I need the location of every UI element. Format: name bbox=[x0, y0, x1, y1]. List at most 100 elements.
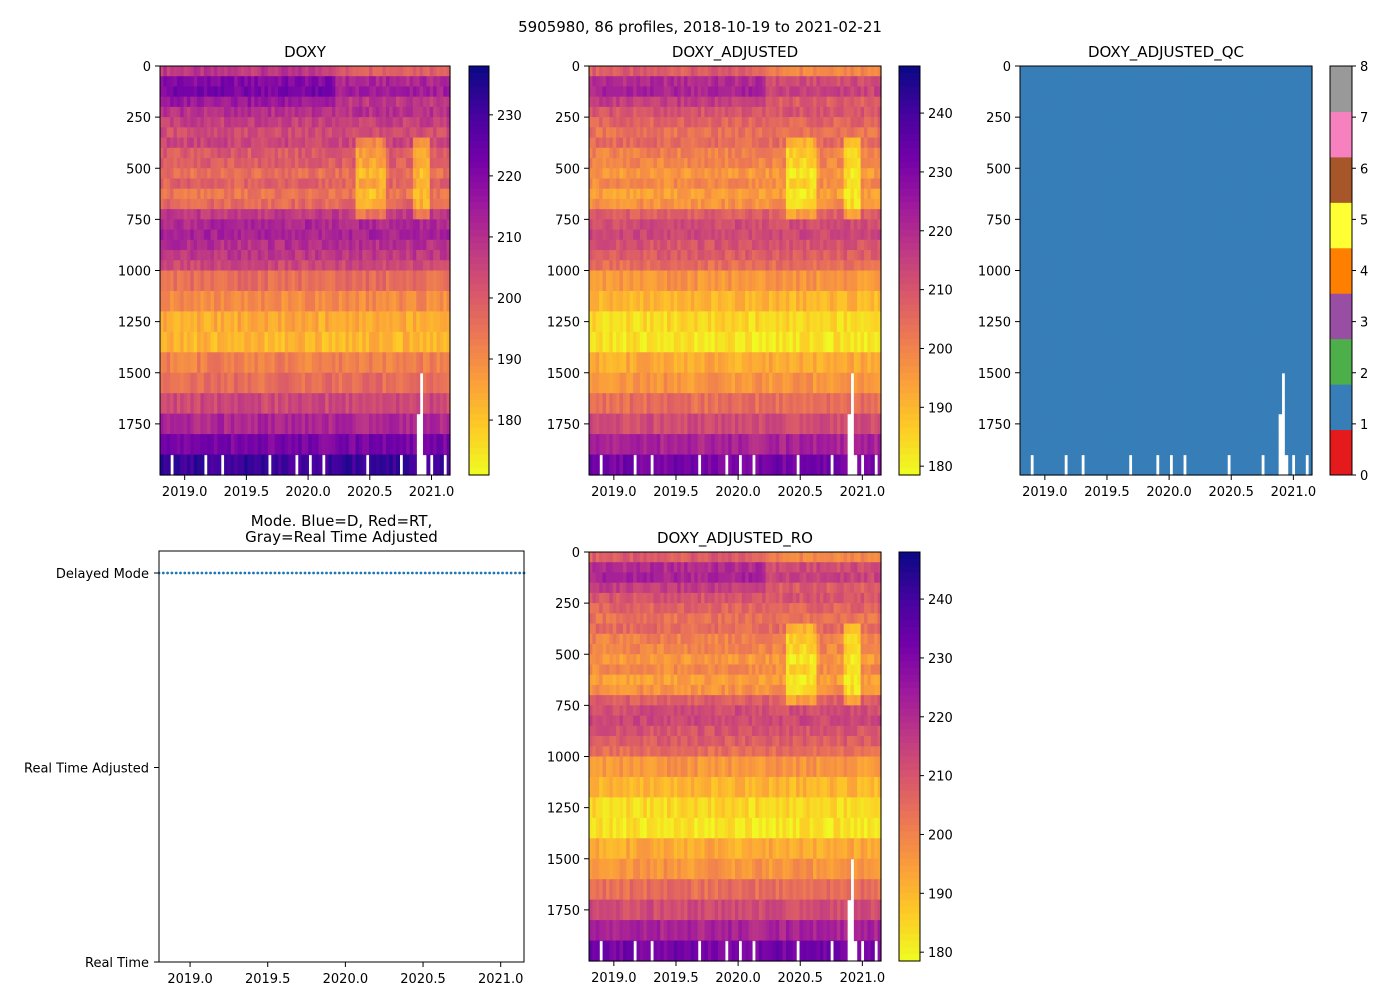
heatmap-cell bbox=[443, 127, 448, 139]
heatmap-cell bbox=[375, 137, 380, 149]
heatmap-cell bbox=[423, 311, 427, 333]
heatmap-cell bbox=[200, 352, 205, 374]
heatmap-cell bbox=[429, 86, 434, 98]
heatmap-cell bbox=[251, 127, 256, 139]
heatmap-cell bbox=[714, 188, 719, 200]
heatmap-cell bbox=[823, 209, 828, 220]
heatmap-cell bbox=[782, 198, 787, 210]
heatmap-cell bbox=[308, 372, 313, 394]
heatmap-cell bbox=[379, 250, 384, 261]
heatmap-cell bbox=[190, 270, 195, 292]
heatmap-cell bbox=[602, 178, 607, 190]
heatmap-cell bbox=[358, 454, 363, 476]
heatmap-cell bbox=[768, 117, 773, 128]
heatmap-cell bbox=[180, 260, 185, 272]
heatmap-cell bbox=[311, 413, 316, 435]
heatmap-cell bbox=[197, 454, 202, 476]
heatmap-cell bbox=[714, 147, 719, 159]
heatmap-cell bbox=[365, 209, 370, 220]
heatmap-cell bbox=[298, 188, 303, 200]
heatmap-cell bbox=[731, 137, 736, 149]
heatmap-cell bbox=[183, 239, 188, 251]
heatmap-cell bbox=[342, 76, 347, 88]
heatmap-cell bbox=[338, 209, 343, 220]
heatmap-cell bbox=[318, 250, 323, 261]
heatmap-cell bbox=[650, 117, 655, 128]
heatmap-cell bbox=[840, 137, 845, 149]
heatmap-cell bbox=[406, 76, 411, 88]
heatmap-cell bbox=[251, 219, 256, 231]
heatmap-cell bbox=[779, 117, 784, 128]
heatmap-cell bbox=[653, 147, 658, 159]
heatmap-cell bbox=[271, 250, 276, 261]
heatmap-cell bbox=[816, 260, 821, 272]
heatmap-cell bbox=[261, 168, 266, 180]
heatmap-cell bbox=[315, 76, 320, 88]
heatmap-cell bbox=[382, 76, 387, 88]
heatmap-cell bbox=[355, 127, 360, 139]
heatmap-cell bbox=[823, 168, 828, 180]
heatmap-cell bbox=[267, 168, 272, 180]
heatmap-cell bbox=[379, 331, 384, 353]
heatmap-cell bbox=[860, 198, 865, 210]
heatmap-cell bbox=[840, 127, 845, 139]
heatmap-cell bbox=[230, 331, 235, 353]
heatmap-cell bbox=[758, 250, 763, 261]
heatmap-cell bbox=[224, 198, 229, 210]
heatmap-cell bbox=[796, 270, 801, 292]
heatmap-cell bbox=[274, 198, 279, 210]
heatmap-cell bbox=[200, 96, 205, 108]
heatmap-cell bbox=[338, 393, 343, 415]
heatmap-cell bbox=[443, 311, 448, 333]
heatmap-cell bbox=[409, 168, 414, 180]
heatmap-cell bbox=[782, 239, 787, 251]
heatmap-cell bbox=[362, 106, 367, 118]
heatmap-cell bbox=[348, 209, 353, 220]
heatmap-cell bbox=[426, 127, 431, 139]
heatmap-cell bbox=[264, 250, 269, 261]
heatmap-cell bbox=[599, 76, 604, 88]
heatmap-cell bbox=[271, 270, 276, 292]
heatmap-cell bbox=[325, 239, 330, 251]
heatmap-cell bbox=[643, 137, 648, 149]
heatmap-cell bbox=[694, 198, 699, 210]
heatmap-cells bbox=[160, 66, 451, 476]
heatmap-cell bbox=[160, 239, 164, 251]
heatmap-cell bbox=[406, 127, 411, 139]
heatmap-cell bbox=[402, 270, 407, 292]
heatmap-cell bbox=[667, 106, 672, 118]
heatmap-cell bbox=[315, 372, 320, 394]
heatmap-cell bbox=[416, 86, 421, 98]
heatmap-cell bbox=[402, 229, 407, 241]
heatmap-cell bbox=[823, 137, 828, 149]
heatmap-cell bbox=[619, 96, 624, 108]
heatmap-cell bbox=[813, 188, 818, 200]
heatmap-cell bbox=[409, 178, 414, 190]
heatmap-cell bbox=[443, 168, 448, 180]
heatmap-cell bbox=[379, 158, 384, 169]
heatmap-cell bbox=[639, 198, 644, 210]
heatmap-cell bbox=[799, 127, 804, 139]
heatmap-cell bbox=[406, 331, 411, 353]
heatmap-cell bbox=[799, 209, 804, 220]
heatmap-cell bbox=[372, 413, 377, 435]
heatmap-cell bbox=[213, 372, 218, 394]
heatmap-cell bbox=[721, 96, 726, 108]
heatmap-cell bbox=[636, 168, 641, 180]
heatmap-cell bbox=[362, 147, 367, 159]
heatmap-cell bbox=[636, 178, 641, 190]
heatmap-cell bbox=[799, 188, 804, 200]
heatmap-cell bbox=[237, 270, 242, 292]
heatmap-cell bbox=[830, 137, 835, 149]
heatmap-cell bbox=[847, 137, 852, 149]
heatmap-cell bbox=[328, 290, 333, 312]
heatmap-cell bbox=[325, 168, 330, 180]
heatmap-cell bbox=[237, 260, 242, 272]
heatmap-cell bbox=[836, 86, 841, 98]
heatmap-cell bbox=[785, 198, 790, 210]
heatmap-cell bbox=[173, 198, 178, 210]
heatmap-cell bbox=[160, 96, 164, 108]
heatmap-cell bbox=[816, 137, 821, 149]
heatmap-cell bbox=[629, 137, 634, 149]
heatmap-cell bbox=[667, 209, 672, 220]
